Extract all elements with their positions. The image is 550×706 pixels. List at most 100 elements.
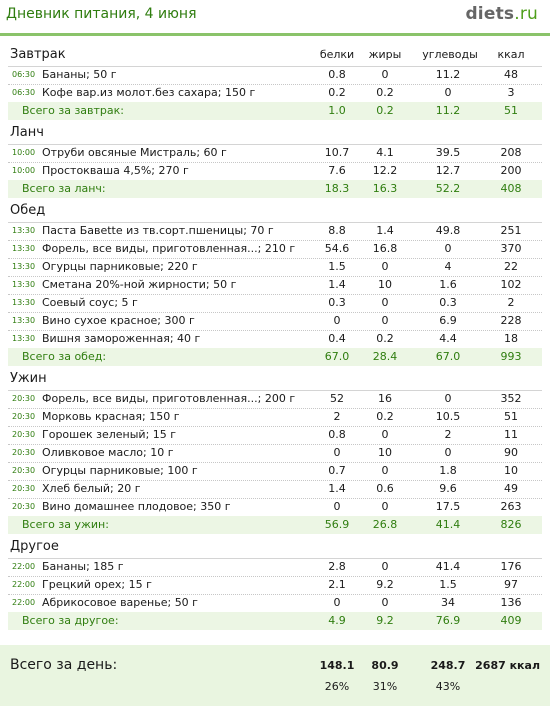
total-protein: 67.0 bbox=[324, 350, 350, 363]
section-title: Ланч bbox=[10, 125, 44, 140]
protein-value: 0 bbox=[333, 500, 341, 513]
total-fat: 9.2 bbox=[376, 614, 394, 627]
food-row[interactable]: 20:30 Вино домашнее плодовое; 350 г 0 0 17.5… bbox=[8, 498, 542, 517]
food-row[interactable]: 20:30 Горошек зеленый; 15 г 0.8 0 2 11 bbox=[8, 426, 542, 445]
protein-value: 0.3 bbox=[328, 296, 346, 309]
food-name: Вино сухое красное; 300 г bbox=[42, 314, 195, 327]
header-divider bbox=[0, 33, 550, 36]
fat-value: 9.2 bbox=[376, 578, 394, 591]
kcal-value: 228 bbox=[500, 314, 522, 327]
fat-value: 10 bbox=[378, 278, 392, 291]
kcal-value: 18 bbox=[504, 332, 518, 345]
entry-time: 20:30 bbox=[12, 394, 36, 403]
food-row[interactable]: 22:00 Грецкий орех; 15 г 2.1 9.2 1.5 97 bbox=[8, 576, 542, 595]
kcal-value: 97 bbox=[504, 578, 518, 591]
carbs-value: 4 bbox=[444, 260, 452, 273]
food-row[interactable]: 13:30 Паста Бавette из тв.сорт.пшеницы; 7… bbox=[8, 222, 542, 241]
day-total-carbs: 248.7 bbox=[430, 659, 466, 672]
protein-value: 0.2 bbox=[328, 86, 346, 99]
food-name: Вино домашнее плодовое; 350 г bbox=[42, 500, 231, 513]
food-name: Сметана 20%-ной жирности; 50 г bbox=[42, 278, 237, 291]
carbs-value: 0.3 bbox=[439, 296, 457, 309]
fat-value: 12.2 bbox=[372, 164, 398, 177]
food-row[interactable]: 13:30 Огурцы парниковые; 220 г 1.5 0 4 22 bbox=[8, 258, 542, 277]
food-name: Огурцы парниковые; 100 г bbox=[42, 464, 198, 477]
section-total-label: Всего за обед: bbox=[22, 350, 107, 363]
protein-value: 52 bbox=[330, 392, 344, 405]
kcal-value: 3 bbox=[507, 86, 515, 99]
column-header-fat: жиры bbox=[368, 48, 402, 61]
carbs-value: 11.2 bbox=[435, 68, 461, 81]
protein-value: 2.8 bbox=[328, 560, 346, 573]
logo-main: diets bbox=[465, 4, 515, 24]
food-row[interactable]: 10:00 Простокваша 4,5%; 270 г 7.6 12.2 12.7 2… bbox=[8, 162, 542, 181]
total-protein: 56.9 bbox=[324, 518, 350, 531]
kcal-value: 263 bbox=[500, 500, 522, 513]
section-total-label: Всего за ланч: bbox=[22, 182, 106, 195]
protein-value: 0 bbox=[333, 314, 341, 327]
section-rule bbox=[8, 222, 542, 223]
entry-time: 13:30 bbox=[12, 262, 36, 271]
day-total-fat: 80.9 bbox=[371, 659, 399, 672]
food-row[interactable]: 06:30 Кофе вар.из молот.без сахара; 150 г… bbox=[8, 84, 542, 103]
food-row[interactable]: 22:00 Бананы; 185 г 2.8 0 41.4 176 bbox=[8, 558, 542, 577]
food-row[interactable]: 22:00 Абрикосовое варенье; 50 г 0 0 34 136 bbox=[8, 594, 542, 613]
carbs-value: 0 bbox=[444, 392, 452, 405]
carbs-value: 12.7 bbox=[435, 164, 461, 177]
carbs-value: 2 bbox=[444, 428, 452, 441]
day-total-kcal: 2687 ккал bbox=[475, 659, 540, 672]
column-header-carbs: углеводы bbox=[422, 48, 478, 61]
entry-time: 13:30 bbox=[12, 226, 36, 235]
carbs-value: 9.6 bbox=[439, 482, 457, 495]
fat-value: 10 bbox=[378, 446, 392, 459]
entry-time: 22:00 bbox=[12, 580, 36, 589]
food-name: Хлеб белый; 20 г bbox=[42, 482, 141, 495]
food-row[interactable]: 20:30 Хлеб белый; 20 г 1.4 0.6 9.6 49 bbox=[8, 480, 542, 499]
food-row[interactable]: 10:00 Отруби овсяные Мистраль; 60 г 10.7 4.… bbox=[8, 144, 542, 163]
carbs-value: 41.4 bbox=[435, 560, 461, 573]
food-row[interactable]: 13:30 Форель, все виды, приготовленная...… bbox=[8, 240, 542, 259]
protein-value: 1.5 bbox=[328, 260, 346, 273]
fat-value: 0 bbox=[381, 428, 389, 441]
food-row[interactable]: 06:30 Бананы; 50 г 0.8 0 11.2 48 bbox=[8, 66, 542, 85]
carbs-value: 17.5 bbox=[435, 500, 461, 513]
fat-value: 0 bbox=[381, 500, 389, 513]
kcal-value: 176 bbox=[500, 560, 522, 573]
food-row[interactable]: 13:30 Вишня замороженная; 40 г 0.4 0.2 4.4 18 bbox=[8, 330, 542, 349]
entry-time: 13:30 bbox=[12, 334, 36, 343]
section-title: Ужин bbox=[10, 371, 47, 386]
section-rule bbox=[8, 66, 542, 67]
section-rule bbox=[8, 144, 542, 145]
entry-time: 20:30 bbox=[12, 484, 36, 493]
food-name: Паста Бавette из тв.сорт.пшеницы; 70 г bbox=[42, 224, 274, 237]
kcal-value: 102 bbox=[500, 278, 522, 291]
total-kcal: 826 bbox=[500, 518, 522, 531]
fat-value: 0.2 bbox=[376, 410, 394, 423]
food-name: Бананы; 185 г bbox=[42, 560, 124, 573]
kcal-value: 136 bbox=[500, 596, 522, 609]
kcal-value: 90 bbox=[504, 446, 518, 459]
food-row[interactable]: 20:30 Форель, все виды, приготовленная...… bbox=[8, 390, 542, 409]
logo-suffix: .ru bbox=[514, 4, 538, 24]
carbs-value: 0 bbox=[444, 446, 452, 459]
food-name: Отруби овсяные Мистраль; 60 г bbox=[42, 146, 227, 159]
food-row[interactable]: 20:30 Огурцы парниковые; 100 г 0.7 0 1.8 10 bbox=[8, 462, 542, 481]
total-carbs: 52.2 bbox=[435, 182, 461, 195]
protein-value: 0.8 bbox=[328, 428, 346, 441]
total-fat: 0.2 bbox=[376, 104, 394, 117]
carbs-value: 10.5 bbox=[435, 410, 461, 423]
food-row[interactable]: 13:30 Соевый соус; 5 г 0.3 0 0.3 2 bbox=[8, 294, 542, 313]
kcal-value: 208 bbox=[500, 146, 522, 159]
protein-value: 0 bbox=[333, 446, 341, 459]
protein-value: 0.7 bbox=[328, 464, 346, 477]
site-logo[interactable]: diets.ru bbox=[465, 4, 538, 24]
section-total-label: Всего за другое: bbox=[22, 614, 119, 627]
entry-time: 20:30 bbox=[12, 430, 36, 439]
food-name: Абрикосовое варенье; 50 г bbox=[42, 596, 198, 609]
column-header-protein: белки bbox=[319, 48, 355, 61]
food-row[interactable]: 20:30 Оливковое масло; 10 г 0 10 0 90 bbox=[8, 444, 542, 463]
food-row[interactable]: 13:30 Сметана 20%-ной жирности; 50 г 1.4 10… bbox=[8, 276, 542, 295]
protein-value: 0.4 bbox=[328, 332, 346, 345]
food-row[interactable]: 13:30 Вино сухое красное; 300 г 0 0 6.9 228 bbox=[8, 312, 542, 331]
food-row[interactable]: 20:30 Морковь красная; 150 г 2 0.2 10.5 51 bbox=[8, 408, 542, 427]
